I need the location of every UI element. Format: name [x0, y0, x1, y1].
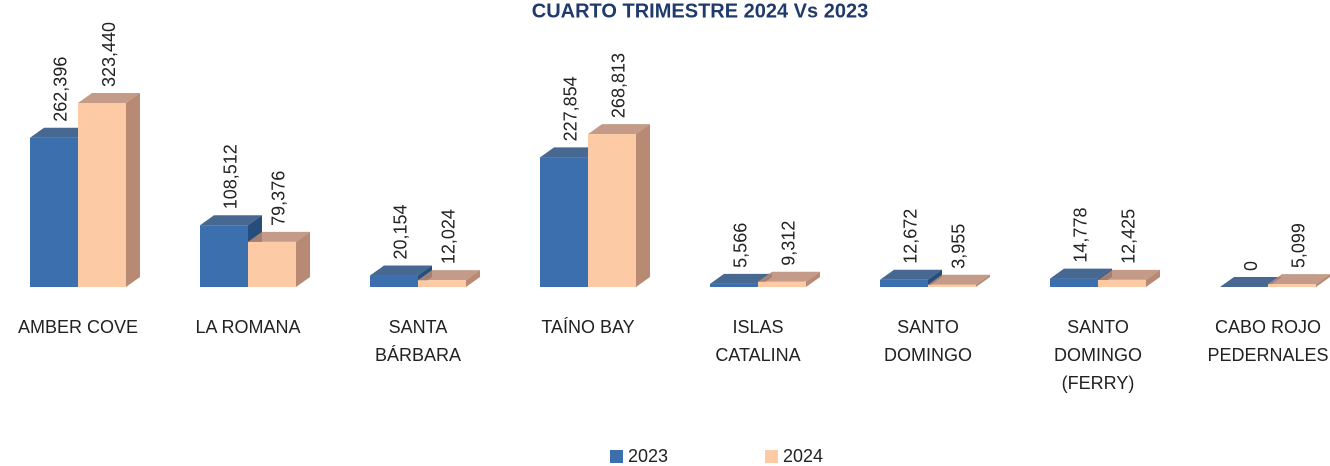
value-label: 108,512 — [221, 144, 241, 209]
x-tick-label: TAÍNO BAY — [541, 317, 634, 337]
bar — [880, 279, 928, 287]
value-label: 20,154 — [391, 204, 411, 259]
bar — [30, 137, 78, 287]
bar-top — [370, 265, 432, 276]
bar-top — [78, 93, 140, 103]
bar-side — [976, 274, 990, 287]
bar — [1098, 279, 1146, 287]
value-label: 0 — [1241, 261, 1261, 271]
x-tick-label: CABO ROJO PEDERNALES — [1207, 317, 1328, 365]
bar-top — [928, 274, 990, 285]
bar-top — [200, 215, 262, 226]
bar-side — [636, 124, 650, 288]
bar-top — [248, 231, 310, 242]
x-tick-label: LA ROMANA — [195, 317, 300, 337]
x-tick-label: SANTO DOMINGO — [884, 317, 972, 365]
bar-top — [1098, 269, 1160, 280]
bar — [200, 225, 248, 287]
bar-top — [880, 269, 942, 280]
bar — [588, 134, 636, 287]
bar — [418, 280, 466, 287]
bar-top — [1220, 277, 1282, 287]
value-label: 5,099 — [1289, 223, 1309, 268]
value-label: 12,024 — [439, 209, 459, 264]
bar-top — [30, 127, 92, 138]
bar-side — [466, 270, 480, 287]
bar-side — [1316, 274, 1330, 287]
bar — [370, 275, 418, 287]
legend-swatch — [765, 450, 778, 463]
x-tick-label: ISLAS CATALINA — [715, 317, 800, 365]
bar — [248, 241, 296, 287]
bar-top — [1050, 268, 1112, 279]
bar — [1268, 284, 1316, 287]
bar-side — [1146, 269, 1160, 287]
bar-side — [126, 93, 140, 287]
bar — [540, 157, 588, 287]
value-label: 12,425 — [1119, 209, 1139, 264]
bar — [758, 281, 806, 287]
chart-title: CUARTO TRIMESTRE 2024 Vs 2023 — [532, 0, 868, 22]
x-tick-label: AMBER COVE — [18, 317, 138, 337]
legend-swatch — [610, 450, 623, 463]
value-label: 227,854 — [561, 76, 581, 141]
value-label: 268,813 — [609, 53, 629, 118]
bar — [928, 284, 976, 287]
legend-label: 2024 — [783, 446, 823, 466]
value-label: 14,778 — [1071, 208, 1091, 263]
legend-label: 2023 — [628, 446, 668, 466]
bar-top — [1268, 274, 1330, 285]
bar — [1050, 278, 1098, 287]
bar-top — [758, 271, 820, 282]
bar-top — [418, 270, 480, 281]
value-label: 79,376 — [269, 171, 289, 226]
bar-side — [296, 231, 310, 287]
value-label: 9,312 — [779, 221, 799, 266]
value-label: 3,955 — [949, 224, 969, 269]
value-label: 262,396 — [51, 57, 71, 122]
value-label: 12,672 — [901, 209, 921, 264]
bar — [710, 283, 758, 287]
bar — [78, 103, 126, 287]
x-tick-label: SANTO DOMINGO (FERRY) — [1054, 317, 1142, 393]
bar-top — [710, 273, 772, 284]
bar-side — [806, 271, 820, 287]
bar-top — [588, 124, 650, 135]
value-label: 323,440 — [99, 22, 119, 87]
value-label: 5,566 — [731, 223, 751, 268]
bar-top — [540, 147, 602, 158]
x-tick-label: SANTA BÁRBARA — [375, 317, 461, 365]
